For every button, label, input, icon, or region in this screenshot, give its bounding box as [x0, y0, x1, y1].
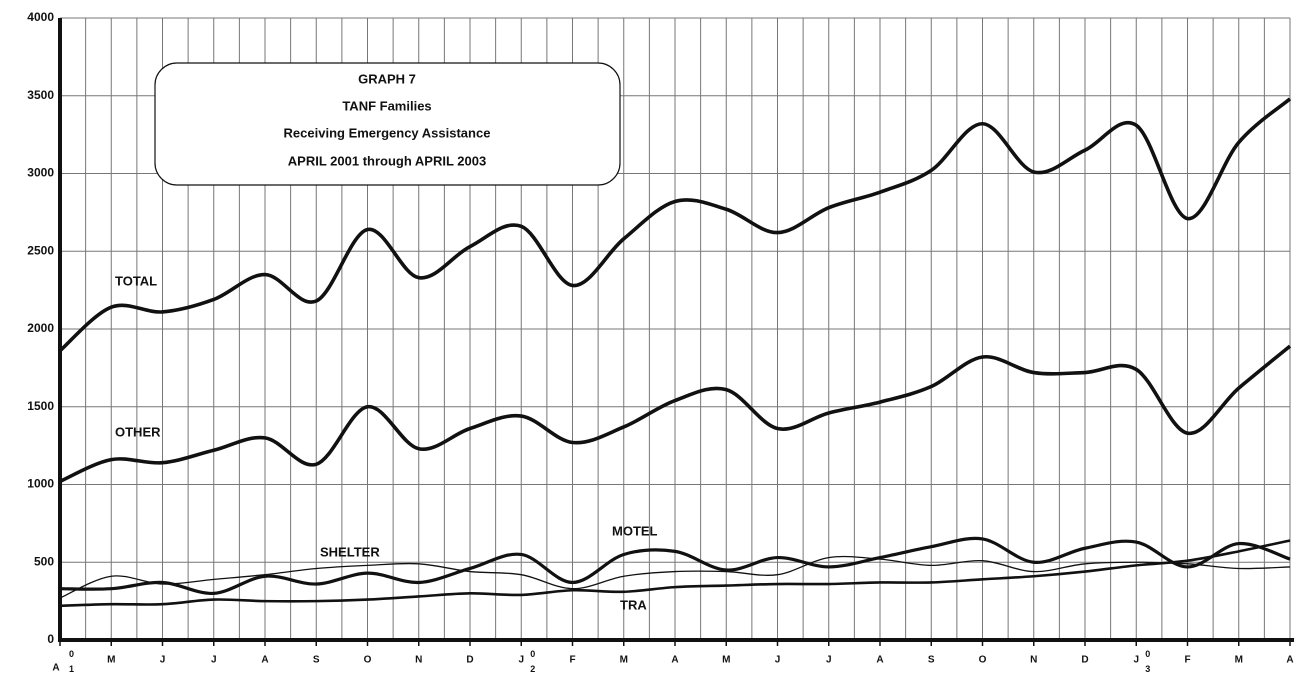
y-tick-label: 500: [34, 554, 54, 568]
x-tick-label: M: [722, 655, 730, 666]
chart-subtitle: TANF Families: [342, 98, 431, 113]
y-tick-label: 0: [47, 632, 54, 646]
chart-title: GRAPH 7: [358, 71, 416, 86]
x-tick-label: J: [160, 655, 166, 666]
series-label: MOTEL: [612, 523, 658, 538]
x-tick-label: J: [1133, 655, 1139, 666]
x-tick-label: O: [364, 655, 372, 666]
x-tick-label: F: [569, 655, 575, 666]
x-tick-label: F: [1184, 655, 1190, 666]
x-tick-label: D: [466, 655, 473, 666]
series-line: [58, 97, 1292, 353]
x-tick-label: A: [52, 663, 59, 674]
y-tick-label: 3000: [27, 166, 54, 180]
series-label: TRA: [620, 597, 647, 612]
x-tick-label: J: [826, 655, 832, 666]
title-box: [154, 62, 621, 186]
y-tick-label: 2000: [27, 321, 54, 335]
chart-subtitle: Receiving Emergency Assistance: [284, 125, 491, 140]
series-label: OTHER: [115, 424, 161, 439]
x-tick-label: O: [979, 655, 987, 666]
series-line: [59, 539, 1291, 608]
x-tick-label: M: [1235, 655, 1243, 666]
x-tick-label: M: [107, 655, 115, 666]
series-label: TOTAL: [115, 273, 157, 288]
x-tick-label: S: [928, 655, 935, 666]
x-tick-label: A: [1286, 655, 1293, 666]
x-tick-label: A: [261, 655, 268, 666]
x-tick-label: J: [775, 655, 781, 666]
x-tick-label: N: [415, 655, 422, 666]
x-tick-label: J: [518, 655, 524, 666]
x-tick-label: N: [1030, 655, 1037, 666]
y-tick-label: 1000: [27, 477, 54, 491]
y-tick-label: 3500: [27, 88, 54, 102]
series-line: [59, 344, 1292, 484]
x-tick-label: M: [620, 655, 628, 666]
chart-subtitle: APRIL 2001 through APRIL 2003: [288, 153, 486, 168]
series-line: [59, 536, 1291, 595]
x-tick-label: J: [211, 655, 217, 666]
y-tick-label: 2500: [27, 243, 54, 257]
y-tick-label: 1500: [27, 399, 54, 413]
x-tick-label: S: [313, 655, 320, 666]
x-tick-label: A: [876, 655, 883, 666]
series-label: SHELTER: [320, 544, 380, 559]
y-tick-label: 4000: [27, 10, 54, 24]
x-tick-label: D: [1081, 655, 1088, 666]
x-tick-label: A: [671, 655, 678, 666]
